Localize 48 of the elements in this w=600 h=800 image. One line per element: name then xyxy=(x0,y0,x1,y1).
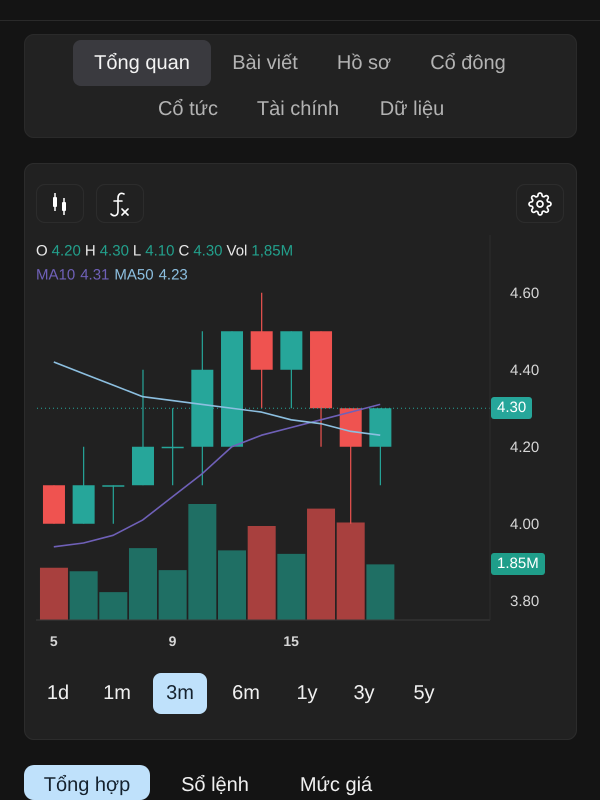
text: 1m xyxy=(103,682,131,704)
text: 1y xyxy=(296,682,318,704)
bar xyxy=(277,554,306,620)
text: Mức giá xyxy=(300,774,372,796)
x-tick-label: 9 xyxy=(168,632,177,649)
text: Tổng hợp xyxy=(44,774,130,796)
text: Dữ liệu xyxy=(380,98,444,120)
bar xyxy=(70,571,98,620)
text: Bài viết xyxy=(232,52,298,74)
text: Cổ tức xyxy=(158,98,218,120)
candlestick xyxy=(102,484,124,524)
y-tick-label: 4.60 xyxy=(510,285,540,302)
annotation: 4.30 xyxy=(193,242,223,260)
annotation: O xyxy=(36,242,48,260)
annotation: L xyxy=(132,242,142,260)
text: 3y xyxy=(353,682,375,704)
y-tick-label: 4.00 xyxy=(510,516,540,534)
bar xyxy=(248,526,276,620)
text: 1.85M xyxy=(491,553,545,575)
text: Sổ lệnh xyxy=(181,774,249,796)
text: Tổng quan xyxy=(94,52,190,74)
text: Tài chính xyxy=(256,98,340,120)
annotation: 4.30 xyxy=(100,242,129,260)
text: 3m xyxy=(166,682,194,704)
bar xyxy=(366,564,394,620)
text: MA10 xyxy=(36,266,76,284)
bar xyxy=(40,568,68,620)
y-tick-label: 4.20 xyxy=(510,439,540,456)
text: 1d xyxy=(46,682,70,704)
annotation: 4.20 xyxy=(52,242,81,260)
annotation: C xyxy=(178,242,190,260)
y-tick-label: 3.80 xyxy=(510,593,540,610)
x-tick-label: 5 xyxy=(50,632,58,649)
annotation: 1,85M xyxy=(251,242,294,260)
annotation: 4.31 xyxy=(80,266,110,284)
annotation: H xyxy=(84,242,96,260)
annotation: Vol xyxy=(226,242,248,260)
y-tick-label: 4.40 xyxy=(510,362,540,380)
text: Cổ đông xyxy=(430,52,506,74)
annotation: 4.10 xyxy=(145,242,174,260)
text: 5y xyxy=(413,682,435,704)
annotation: 4.23 xyxy=(158,266,188,284)
x-tick-label: 15 xyxy=(283,632,300,649)
text: Hồ sơ xyxy=(336,52,392,74)
text: MA50 xyxy=(114,266,154,284)
text: 6m xyxy=(232,682,260,704)
text: 4.30 xyxy=(491,397,532,420)
line-series xyxy=(53,404,382,548)
